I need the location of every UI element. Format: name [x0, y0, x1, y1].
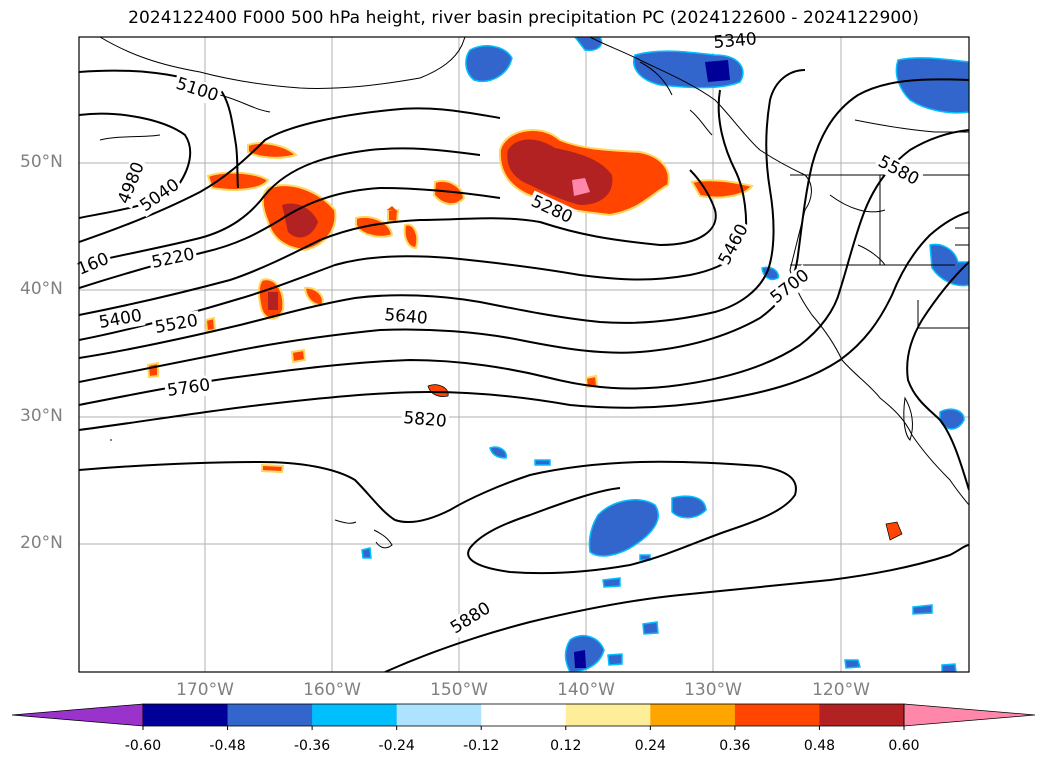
- lat-label: 40°N: [20, 279, 63, 299]
- contour-label-gap: [163, 374, 214, 402]
- lon-label: 170°W: [176, 680, 234, 700]
- contour-label: 5580: [875, 152, 923, 190]
- colorbar-segment: [143, 704, 229, 726]
- coastlines: [99, 37, 969, 549]
- contour-label-gap: [171, 73, 223, 107]
- lon-label: 130°W: [684, 680, 742, 700]
- contour-label-gap: [526, 190, 578, 229]
- contour-label: 5460: [715, 221, 753, 269]
- colorbar: [11, 703, 1036, 730]
- contour-label-gap: [147, 243, 199, 274]
- colorbar-extend-high: [903, 703, 1036, 727]
- contour-label: 5640: [384, 305, 429, 329]
- contour-label-gap: [381, 304, 431, 329]
- lat-label: 20°N: [20, 533, 63, 553]
- contour-label: 5880: [447, 598, 494, 638]
- map-frame: [78, 36, 970, 673]
- colorbar-segment: [565, 704, 651, 726]
- contour-label-gap: [765, 264, 815, 310]
- colorbar-segment: [481, 704, 567, 726]
- colorbar-extend-low: [11, 703, 144, 727]
- colorbar-segment: [312, 704, 398, 726]
- colorbar-tick-label: 0.48: [803, 738, 836, 754]
- contour-label-gap: [72, 248, 114, 281]
- contour-label: 5100: [173, 74, 220, 106]
- lon-label: 160°W: [303, 680, 361, 700]
- colorbar-segment: [819, 704, 905, 726]
- colorbar-tick-label: 0.12: [550, 738, 582, 754]
- colorbar-segment: [227, 704, 313, 726]
- contour-label: 5820: [403, 408, 448, 432]
- contour-label: 160: [74, 249, 112, 280]
- precip-positive-shading: [146, 128, 903, 541]
- colorbar-segment: [734, 704, 820, 726]
- colorbar-tick-label: -0.12: [463, 738, 500, 754]
- colorbar-segment: [396, 704, 482, 726]
- contour-label-gap: [95, 305, 146, 334]
- colorbar-outline: [142, 703, 905, 727]
- contour-label-gap: [872, 150, 925, 191]
- colorbar-tick-label: -0.48: [209, 738, 246, 754]
- contour-label-gap: [134, 173, 185, 218]
- lat-label: 30°N: [20, 406, 63, 426]
- lon-label: 140°W: [557, 680, 615, 700]
- contour-label-gap: [445, 597, 497, 640]
- colorbar-tick-label: -0.36: [293, 738, 331, 754]
- contour-label-gap: [113, 157, 150, 209]
- contour-label-gap: [400, 407, 450, 432]
- lon-label: 150°W: [430, 680, 488, 700]
- colorbar-tick-label: -0.60: [124, 738, 162, 754]
- height-contours: [79, 69, 969, 672]
- colorbar-tick-label: 0.24: [634, 738, 666, 754]
- contour-label: 5340: [713, 29, 758, 53]
- colorbar-tick-label: -0.24: [378, 738, 415, 754]
- contour-label: 5520: [153, 311, 199, 338]
- contour-label-gap: [713, 218, 754, 271]
- lon-label: 120°W: [812, 680, 870, 700]
- chart-title: 2024122400 F000 500 hPa height, river ba…: [128, 8, 919, 28]
- lat-label: 50°N: [20, 152, 63, 172]
- colorbar-segment: [650, 704, 736, 726]
- colorbar-tick-label: 0.36: [719, 738, 751, 754]
- precip-negative-shading: [361, 37, 969, 672]
- colorbar-tick-label: 0.60: [888, 738, 920, 754]
- contour-label-gap: [710, 29, 760, 54]
- contour-label-gap: [151, 310, 202, 339]
